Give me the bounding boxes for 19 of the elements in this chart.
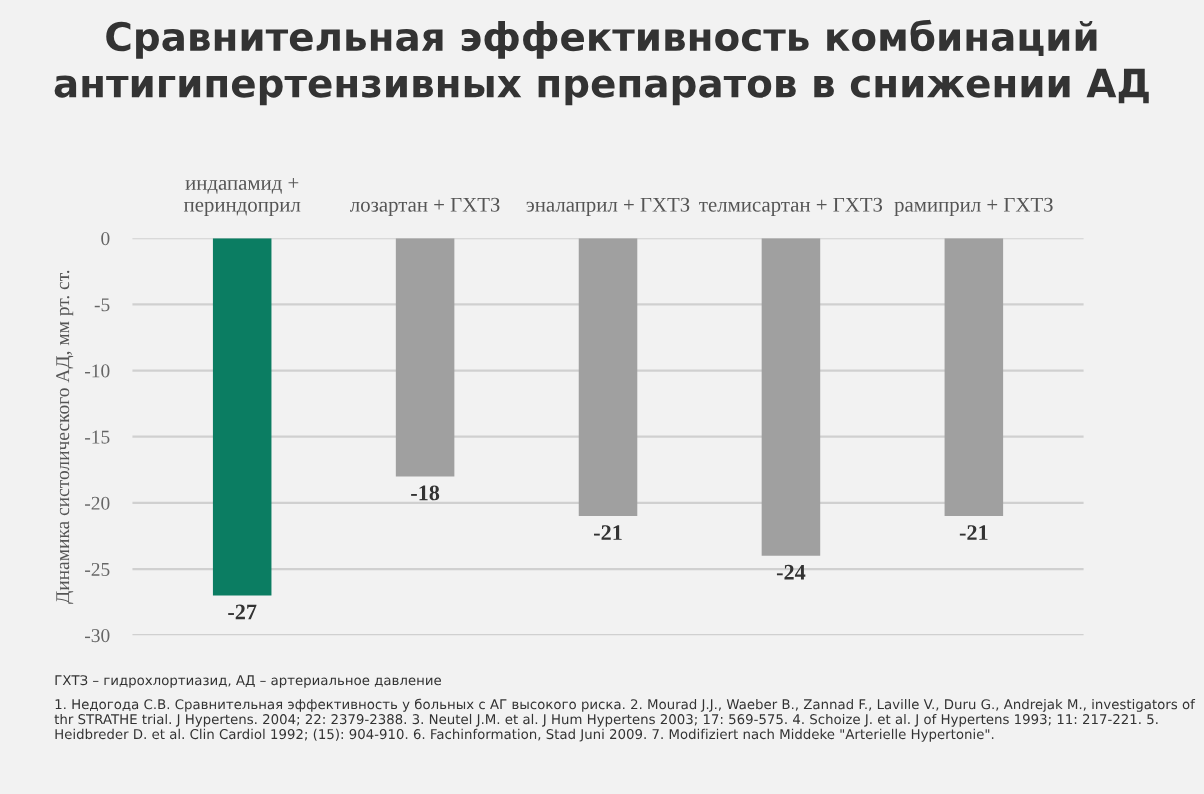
data-label: -21	[594, 525, 622, 540]
x-tick-label: телмисартан + ГХТЗ	[699, 197, 883, 216]
data-label: -18	[411, 485, 440, 501]
x-tick-label: индапамид + периндоприл	[183, 177, 301, 216]
y-axis-title: Динамика систолического АД, мм рт. ст.	[56, 270, 74, 604]
x-tick-label: эналаприл + ГХТЗ	[526, 197, 690, 216]
y-tick-label: 0	[101, 232, 110, 246]
y-tick-label: -10	[85, 364, 110, 378]
chart-title: Сравнительная эффективность комбинаций антигипертензивных препаратов в снижении АД	[54, 19, 1149, 106]
x-tick-label: лозартан + ГХТЗ	[350, 197, 500, 216]
y-tick-label: -20	[85, 496, 110, 510]
y-tick-label: -25	[85, 562, 110, 576]
y-tick-label: -5	[94, 298, 110, 312]
x-tick-label: рамиприл + ГХТЗ	[894, 197, 1053, 216]
data-label: -21	[959, 525, 988, 540]
y-tick-label: -30	[85, 629, 110, 643]
data-label: -24	[776, 564, 806, 580]
data-label: -27	[228, 604, 257, 620]
y-tick-label: -15	[85, 430, 110, 444]
